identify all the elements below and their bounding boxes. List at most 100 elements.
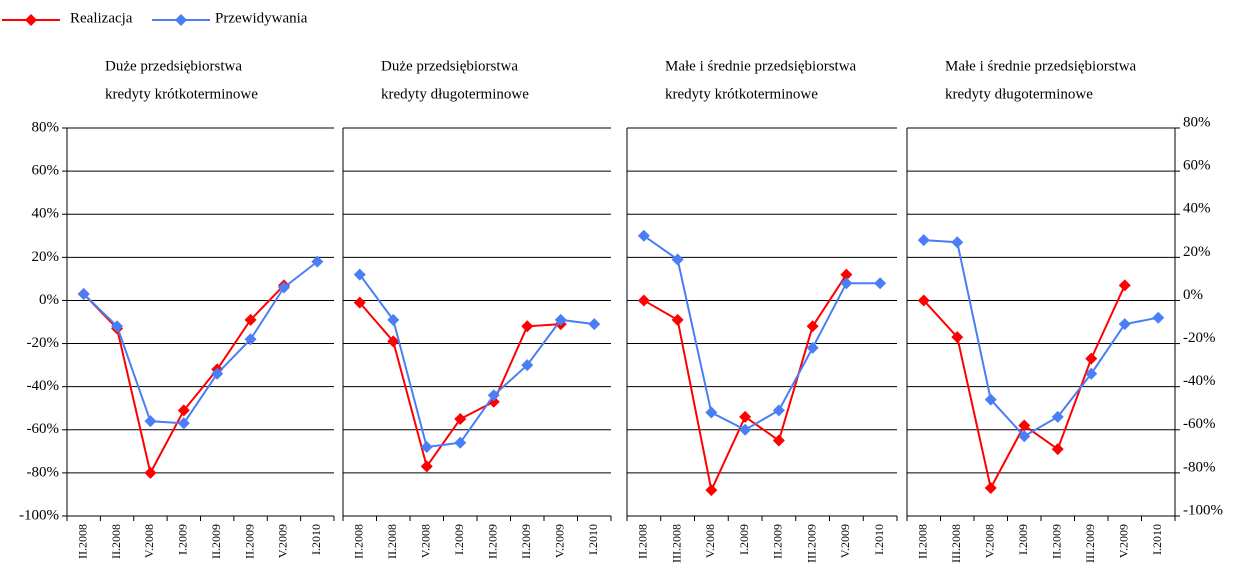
panel-subtitle: kredyty długoterminowe	[381, 86, 529, 102]
marker	[521, 320, 534, 333]
marker	[671, 313, 684, 326]
y-tick-label: 60%	[32, 163, 60, 179]
marker	[1085, 367, 1098, 380]
marker	[353, 268, 366, 281]
panel-title: Duże przedsiębiorstwa	[381, 58, 518, 74]
legend-label: Realizacja	[70, 10, 133, 26]
x-tick-label: V.2009	[1117, 524, 1131, 558]
x-tick-label: I.2010	[872, 524, 886, 555]
panel-title: Duże przedsiębiorstwa	[105, 58, 242, 74]
y-tick-label: -20%	[1183, 330, 1216, 346]
series-line	[82, 284, 285, 476]
marker	[77, 287, 90, 300]
y-tick-label: 40%	[32, 206, 60, 222]
series-line	[643, 234, 881, 431]
marker	[739, 423, 752, 436]
x-tick-label: II.2009	[486, 524, 500, 559]
y-tick-label: 20%	[32, 249, 60, 265]
marker	[984, 393, 997, 406]
marker	[806, 320, 819, 333]
x-tick-label: V.2008	[703, 524, 717, 558]
marker	[311, 255, 324, 268]
marker	[144, 466, 157, 479]
legend-marker	[175, 14, 187, 26]
x-tick-label: III.2008	[949, 524, 963, 563]
marker	[917, 234, 930, 247]
marker	[1051, 410, 1064, 423]
marker	[487, 389, 500, 402]
marker	[637, 229, 650, 242]
marker	[353, 296, 366, 309]
x-tick-label: I.2010	[309, 524, 323, 555]
series-line	[82, 260, 318, 425]
marker	[454, 436, 467, 449]
x-tick-label: V.2008	[142, 524, 156, 558]
y-tick-label: -80%	[1183, 459, 1216, 475]
series-line	[643, 274, 848, 494]
panel-subtitle: kredyty krótkoterminowe	[105, 86, 258, 102]
y-tick-label: -40%	[27, 378, 60, 394]
x-tick-label: II.2008	[109, 524, 123, 559]
marker	[588, 318, 601, 331]
marker	[521, 359, 534, 372]
marker	[705, 484, 718, 497]
marker	[840, 277, 853, 290]
x-tick-label: I.2009	[1016, 524, 1030, 555]
x-tick-label: II.2009	[209, 524, 223, 559]
x-tick-label: II.2009	[242, 524, 256, 559]
x-tick-label: I.2010	[586, 524, 600, 555]
legend-marker	[25, 14, 37, 26]
x-tick-label: I.2009	[176, 524, 190, 555]
y-tick-label: 80%	[1183, 114, 1211, 130]
y-tick-label: -60%	[27, 421, 60, 437]
marker	[1018, 419, 1031, 432]
marker	[1051, 443, 1064, 456]
y-tick-label: -20%	[27, 335, 60, 351]
marker	[951, 331, 964, 344]
x-tick-label: III.2009	[804, 524, 818, 563]
y-tick-label: 0%	[1183, 287, 1203, 303]
marker	[420, 441, 433, 454]
y-tick-label: 80%	[32, 119, 60, 135]
marker	[144, 415, 157, 428]
marker	[1018, 430, 1031, 443]
marker	[772, 404, 785, 417]
x-tick-label: II.2008	[385, 524, 399, 559]
x-tick-label: V.2009	[553, 524, 567, 558]
x-tick-label: III.2008	[669, 524, 683, 563]
y-tick-label: -40%	[1183, 373, 1216, 389]
marker	[387, 313, 400, 326]
panel-subtitle: kredyty długoterminowe	[945, 86, 1093, 102]
marker	[874, 277, 887, 290]
panel-title: Małe i średnie przedsiębiorstwa	[945, 58, 1137, 74]
marker	[177, 404, 190, 417]
x-tick-label: II.2008	[636, 524, 650, 559]
marker	[177, 417, 190, 430]
x-tick-label: II.2008	[75, 524, 89, 559]
marker	[554, 313, 567, 326]
y-tick-label: -100%	[1183, 502, 1223, 518]
marker	[111, 320, 124, 333]
marker	[739, 410, 752, 423]
x-tick-label: II.2008	[352, 524, 366, 559]
y-tick-label: -60%	[1183, 416, 1216, 432]
marker	[917, 294, 930, 307]
marker	[387, 335, 400, 348]
marker	[951, 236, 964, 249]
marker	[244, 313, 257, 326]
marker	[1118, 279, 1131, 292]
y-tick-label: 20%	[1183, 244, 1211, 260]
marker	[705, 406, 718, 419]
marker	[420, 460, 433, 473]
marker	[454, 413, 467, 425]
x-tick-label: I.2009	[452, 524, 466, 555]
series-line	[358, 273, 595, 449]
x-tick-label: V.2009	[276, 524, 290, 558]
y-tick-label: -100%	[19, 507, 59, 523]
x-tick-label: V.2008	[983, 524, 997, 558]
x-tick-label: V.2008	[419, 524, 433, 558]
marker	[806, 341, 819, 354]
panel-subtitle: kredyty krótkoterminowe	[665, 86, 818, 102]
x-tick-label: II.2009	[1050, 524, 1064, 559]
